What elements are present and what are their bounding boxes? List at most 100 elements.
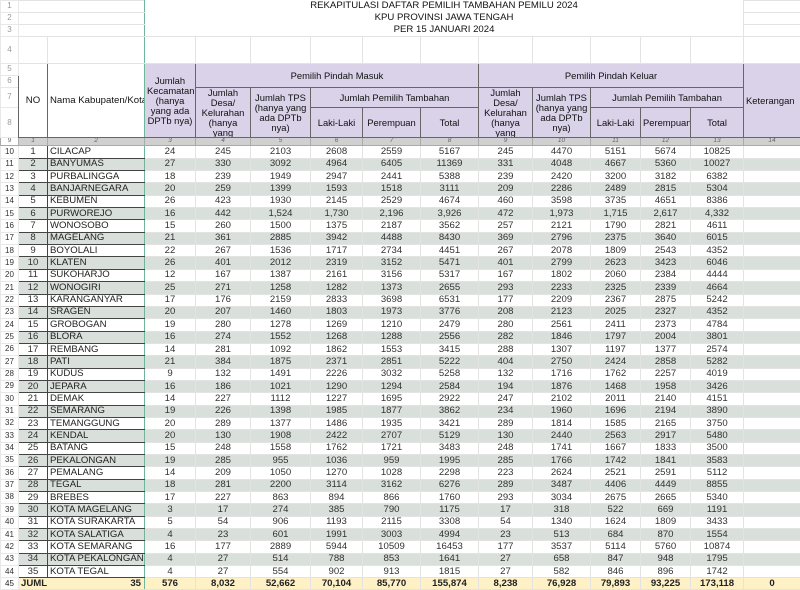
cell-value[interactable]: 1468 xyxy=(591,380,641,392)
cell-keterangan[interactable] xyxy=(744,380,800,392)
cell-value[interactable]: 1377 xyxy=(251,417,311,429)
cell-value[interactable]: 5360 xyxy=(641,158,691,170)
cell-value[interactable]: 1552 xyxy=(251,331,311,343)
cell-value[interactable]: 2194 xyxy=(641,405,691,417)
cell-value[interactable]: 19 xyxy=(145,454,196,466)
cell-value[interactable]: 245 xyxy=(479,146,533,158)
cell-value[interactable]: 4019 xyxy=(691,368,744,380)
cell[interactable] xyxy=(19,25,145,37)
cell-value[interactable]: 3200 xyxy=(591,171,641,183)
cell-value[interactable]: 1841 xyxy=(641,454,691,466)
cell-value[interactable]: 3433 xyxy=(691,516,744,528)
row-number[interactable]: 37 xyxy=(1,479,19,491)
cell-value[interactable]: 281 xyxy=(196,479,251,491)
cell-value[interactable]: 20 xyxy=(145,306,196,318)
cell-value[interactable]: 4651 xyxy=(641,195,691,207)
cell-value[interactable]: 289 xyxy=(479,417,533,429)
cell-no[interactable]: 15 xyxy=(19,319,48,331)
cell-value[interactable]: 4406 xyxy=(591,479,641,491)
cell-name[interactable]: KOTA PEKALONGAN xyxy=(48,553,145,565)
cell-value[interactable]: 2,617 xyxy=(641,208,691,220)
cell-value[interactable]: 226 xyxy=(196,405,251,417)
header-masuk-desa[interactable]: Jumlah Desa/ Kelurahan (hanya yang xyxy=(196,88,251,138)
cell-name[interactable]: MAGELANG xyxy=(48,232,145,244)
row-number[interactable]: 2 xyxy=(1,13,19,25)
cell-keterangan[interactable] xyxy=(744,356,800,368)
cell-value[interactable]: 3750 xyxy=(691,417,744,429)
cell-value[interactable]: 2025 xyxy=(591,306,641,318)
cell-value[interactable]: 1191 xyxy=(691,504,744,516)
cell-value[interactable]: 1,524 xyxy=(251,208,311,220)
cell-value[interactable]: 4667 xyxy=(591,158,641,170)
cell-value[interactable]: 3598 xyxy=(533,195,591,207)
cell-no[interactable]: 2 xyxy=(19,158,48,170)
cell-value[interactable]: 27 xyxy=(196,566,251,578)
cell-no[interactable]: 30 xyxy=(19,504,48,516)
cell-value[interactable]: 514 xyxy=(251,553,311,565)
cell-value[interactable]: 1398 xyxy=(251,405,311,417)
cell-value[interactable]: 669 xyxy=(641,504,691,516)
cell-value[interactable]: 288 xyxy=(479,343,533,355)
cell-value[interactable]: 790 xyxy=(363,504,421,516)
cell-value[interactable]: 1985 xyxy=(311,405,363,417)
cell-no[interactable]: 7 xyxy=(19,220,48,232)
cell-keterangan[interactable] xyxy=(744,331,800,343)
cell-value[interactable]: 2750 xyxy=(533,356,591,368)
cell-value[interactable]: 54 xyxy=(196,516,251,528)
cell-no[interactable]: 11 xyxy=(19,269,48,281)
cell-value[interactable]: 1762 xyxy=(311,442,363,454)
cell-value[interactable]: 1,973 xyxy=(533,208,591,220)
cell-value[interactable]: 1197 xyxy=(591,343,641,355)
cell-value[interactable]: 3890 xyxy=(691,405,744,417)
cell-value[interactable]: 1460 xyxy=(251,306,311,318)
cell-no[interactable]: 19 xyxy=(19,368,48,380)
cell-value[interactable]: 1491 xyxy=(251,368,311,380)
cell-value[interactable]: 280 xyxy=(196,319,251,331)
cell-value[interactable]: 8430 xyxy=(421,232,479,244)
cell-value[interactable]: 5151 xyxy=(591,146,641,158)
cell-value[interactable]: 2799 xyxy=(533,257,591,269)
cell-value[interactable]: 2543 xyxy=(641,245,691,257)
cell-value[interactable]: 3415 xyxy=(421,343,479,355)
total-value[interactable]: 79,893 xyxy=(591,578,641,590)
cell-no[interactable]: 18 xyxy=(19,356,48,368)
cell-value[interactable]: 1846 xyxy=(533,331,591,343)
cell-keterangan[interactable] xyxy=(744,368,800,380)
cell-value[interactable]: 271 xyxy=(196,282,251,294)
cell-value[interactable]: 863 xyxy=(251,492,311,504)
header-masuk-total[interactable]: Total xyxy=(421,108,479,138)
report-subtitle[interactable]: KPU PROVINSI JAWA TENGAH xyxy=(145,13,744,25)
row-number[interactable]: 27 xyxy=(1,356,19,368)
cell-value[interactable]: 853 xyxy=(363,553,421,565)
cell-name[interactable]: GROBOGAN xyxy=(48,319,145,331)
cell-value[interactable]: 285 xyxy=(479,454,533,466)
cell-value[interactable]: 18 xyxy=(145,479,196,491)
cell-value[interactable]: 1282 xyxy=(311,282,363,294)
cell-value[interactable]: 5129 xyxy=(421,430,479,442)
cell-value[interactable]: 385 xyxy=(311,504,363,516)
cell-value[interactable]: 10027 xyxy=(691,158,744,170)
cell-no[interactable]: 14 xyxy=(19,306,48,318)
cell-value[interactable]: 4784 xyxy=(691,319,744,331)
cell-value[interactable]: 846 xyxy=(591,566,641,578)
cell-no[interactable]: 13 xyxy=(19,294,48,306)
cell-value[interactable]: 1536 xyxy=(251,245,311,257)
cell-value[interactable]: 5340 xyxy=(691,492,744,504)
cell-value[interactable]: 1795 xyxy=(691,553,744,565)
header-keluar-laki[interactable]: Laki-Laki xyxy=(591,108,641,138)
cell-value[interactable]: 18 xyxy=(145,171,196,183)
cell-name[interactable]: JEPARA xyxy=(48,380,145,392)
cell-value[interactable]: 1803 xyxy=(311,306,363,318)
report-title[interactable]: REKAPITULASI DAFTAR PEMILIH TAMBAHAN PEM… xyxy=(145,1,744,13)
row-number[interactable]: 40 xyxy=(1,516,19,528)
cell-value[interactable]: 3,926 xyxy=(421,208,479,220)
cell-value[interactable]: 27 xyxy=(145,158,196,170)
total-value[interactable]: 70,104 xyxy=(311,578,363,590)
cell-value[interactable]: 442 xyxy=(196,208,251,220)
row-number[interactable]: 1 xyxy=(1,1,19,13)
cell-value[interactable]: 684 xyxy=(591,529,641,541)
cell-value[interactable]: 2441 xyxy=(363,171,421,183)
cell-value[interactable]: 25 xyxy=(145,282,196,294)
cell-name[interactable]: KEBUMEN xyxy=(48,195,145,207)
